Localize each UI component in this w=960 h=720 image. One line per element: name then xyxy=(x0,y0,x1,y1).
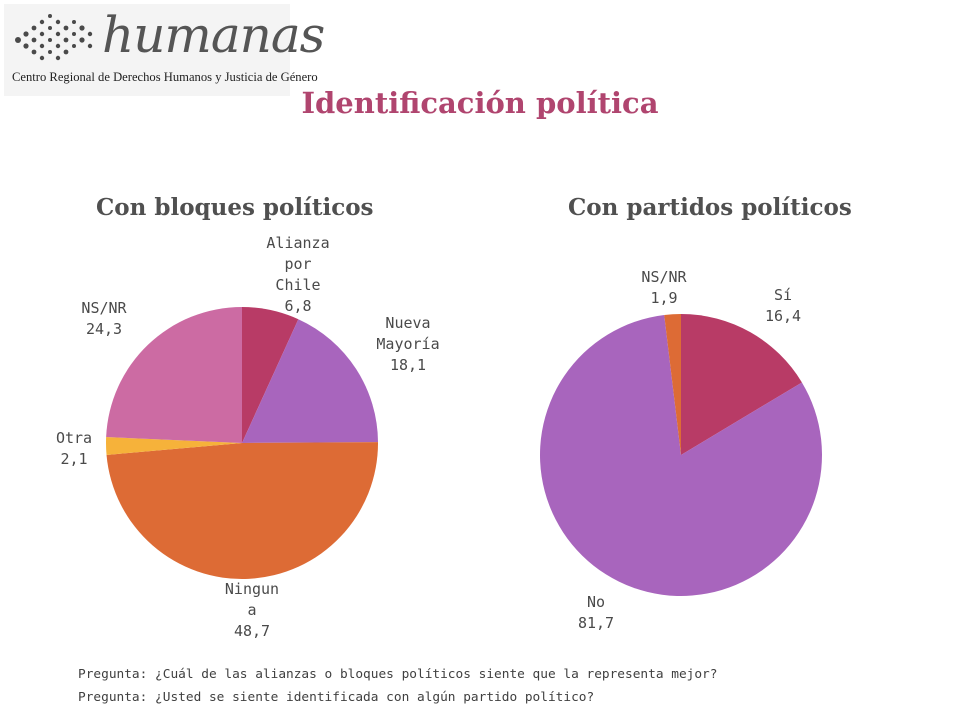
pie-slice-nueva-mayoria xyxy=(242,319,378,443)
pie-chart-partidos: Sí 16,4 No 81,7 NS/NR 1,9 xyxy=(539,268,822,632)
slice-label-ns-nr: NS/NR 1,9 xyxy=(641,268,687,307)
slice-label-alianza-por-chile: Alianza por Chile 6,8 xyxy=(266,234,329,315)
pie-slice-si xyxy=(681,314,802,455)
footnote-question-2: Pregunta: ¿Usted se siente identificada … xyxy=(78,690,595,705)
footnote-question-1: Pregunta: ¿Cuál de las alianzas o bloque… xyxy=(78,667,718,682)
logo-mark-icon xyxy=(15,14,93,61)
humanas-logo: humanas Centro Regional de Derechos Huma… xyxy=(4,4,325,96)
logo-tagline: Centro Regional de Derechos Humanos y Ju… xyxy=(12,70,318,84)
slice-label-no: No 81,7 xyxy=(578,593,614,632)
chart-title-partidos: Con partidos políticos xyxy=(568,194,852,221)
slice-label-ns-nr: NS/NR 24,3 xyxy=(81,299,127,338)
chart-title-bloques: Con bloques políticos xyxy=(96,194,374,221)
pie-slice-ns-nr xyxy=(664,314,681,455)
pie-slice-ns-nr xyxy=(106,307,242,443)
slice-label-otra: Otra 2,1 xyxy=(56,429,92,468)
page-title: Identificación política xyxy=(301,86,659,120)
slice-label-si: Sí 16,4 xyxy=(765,286,801,325)
pie-slice-alianza-por-chile xyxy=(242,307,299,443)
pie-slice-no xyxy=(539,315,822,596)
pie-slice-ninguna xyxy=(106,442,379,579)
pie-slice-otra xyxy=(106,437,243,455)
logo-wordmark: humanas xyxy=(102,6,325,64)
slice-label-ninguna: Ningun a 48,7 xyxy=(225,580,279,640)
pie-chart-bloques: Alianza por Chile 6,8 Nueva Mayoría 18,1 Ningun… xyxy=(56,234,440,640)
slice-label-nueva-mayoria: Nueva Mayoría 18,1 xyxy=(376,314,439,374)
